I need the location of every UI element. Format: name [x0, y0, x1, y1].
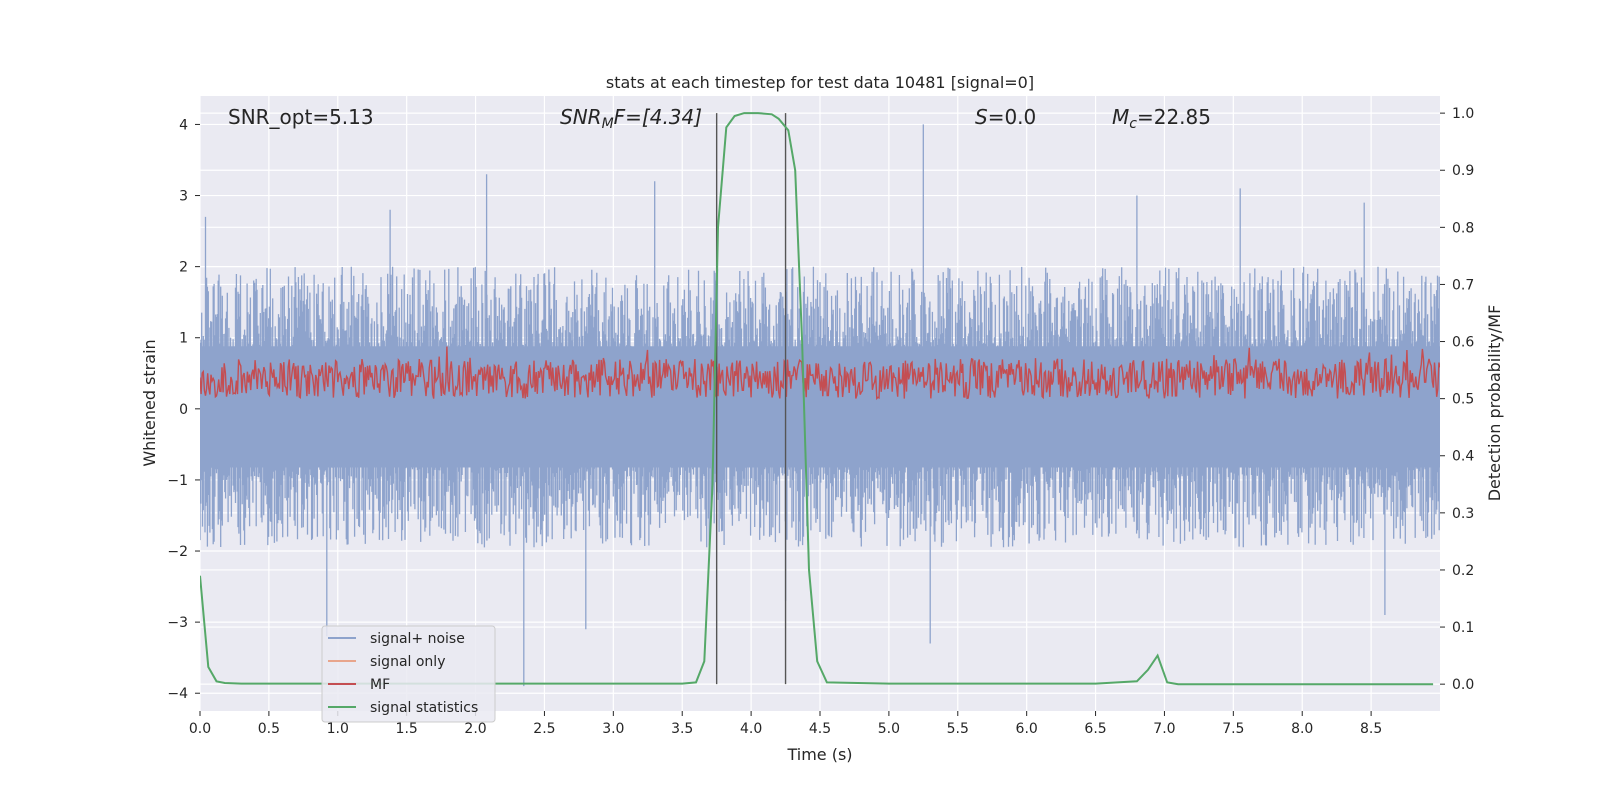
- legend-label-signal-only: signal only: [370, 654, 445, 670]
- x-tick-label: 4.5: [809, 721, 831, 737]
- annotation-mc: Mc=22.85: [1112, 105, 1211, 132]
- annotation-mc-subscript: c: [1129, 116, 1137, 132]
- x-tick-label: 7.5: [1222, 721, 1244, 737]
- x-tick-label: 3.0: [602, 721, 624, 737]
- y-axis-ticks: −4 −3 −2 −1 0 1 2 3 4: [167, 117, 200, 702]
- x-tick-label: 6.0: [1016, 721, 1038, 737]
- x-tick-label: 3.5: [671, 721, 693, 737]
- x-tick-label: 5.5: [947, 721, 969, 737]
- y2-tick-label: 0.5: [1452, 392, 1474, 408]
- x-axis-label: Time (s): [786, 745, 852, 764]
- annotation-snr-mf-symbol: SNR: [560, 105, 602, 129]
- x-tick-label: 8.0: [1291, 721, 1313, 737]
- legend-box: [321, 625, 496, 723]
- y2-tick-label: 0.2: [1452, 563, 1474, 579]
- legend: signal+ noise signal only MF signal stat…: [321, 625, 496, 723]
- y2-tick-label: 0.4: [1452, 449, 1474, 465]
- y2-tick-label: 0.0: [1452, 677, 1474, 693]
- y-tick-label: 2: [179, 260, 188, 276]
- marker-lines: [715, 113, 787, 685]
- annotation-s-value: =0.0: [988, 105, 1037, 129]
- legend-label-signal-statistics: signal statistics: [370, 700, 478, 716]
- y2-tick-label: 0.7: [1452, 277, 1474, 293]
- y-tick-label: 0: [179, 402, 188, 418]
- annotation-mc-value: =22.85: [1137, 105, 1211, 129]
- y-tick-label: 1: [179, 331, 188, 347]
- legend-label-signal-noise: signal+ noise: [370, 631, 465, 647]
- x-tick-label: 6.5: [1084, 721, 1106, 737]
- x-tick-label: 1.0: [327, 721, 349, 737]
- y-axis-label: Whitened strain: [140, 339, 159, 466]
- annotation-snr-mf: SNRMF=[4.34]: [560, 105, 702, 132]
- annotation-mc-symbol: M: [1112, 105, 1129, 129]
- y2-tick-label: 0.9: [1452, 163, 1474, 179]
- x-tick-label: 1.5: [396, 721, 418, 737]
- y-tick-label: −4: [167, 686, 188, 702]
- x-tick-label: 0.0: [189, 721, 211, 737]
- chart-title: stats at each timestep for test data 104…: [606, 73, 1034, 92]
- y2-tick-label: 0.8: [1452, 220, 1474, 236]
- y-tick-label: 3: [179, 189, 188, 205]
- y-tick-label: −3: [167, 615, 188, 631]
- mf-trace: [200, 346, 1440, 401]
- y-tick-label: −2: [167, 544, 188, 560]
- x-tick-label: 4.0: [740, 721, 762, 737]
- x-tick-label: 2.5: [533, 721, 555, 737]
- annotation-s: S=0.0: [975, 105, 1036, 129]
- series-mf: [200, 346, 1440, 401]
- legend-label-mf: MF: [370, 677, 390, 693]
- annotation-snr-opt: SNR_opt=5.13: [228, 105, 374, 129]
- x-tick-label: 2.0: [464, 721, 486, 737]
- y-tick-label: 4: [179, 117, 188, 133]
- y2-tick-label: 1.0: [1452, 106, 1474, 122]
- x-tick-label: 7.0: [1153, 721, 1175, 737]
- annotation-snr-mf-value: F=[4.34]: [614, 105, 702, 129]
- x-tick-label: 5.0: [878, 721, 900, 737]
- annotation-s-symbol: S: [975, 105, 988, 129]
- y2-tick-label: 0.6: [1452, 335, 1474, 351]
- y2-axis-label: Detection probability/MF: [1485, 305, 1504, 502]
- y2-tick-label: 0.1: [1452, 620, 1474, 636]
- y2-tick-label: 0.3: [1452, 506, 1474, 522]
- x-axis-ticks: 0.0 0.5 1.0 1.5 2.0 2.5 3.0 3.5 4.0 4.5 5.0 5.5 6.0 6…: [189, 711, 1382, 737]
- x-tick-label: 8.5: [1360, 721, 1382, 737]
- annotation-snr-mf-subscript: M: [602, 116, 614, 132]
- y2-axis-ticks: 0.0 0.1 0.2 0.3 0.4 0.5 0.6 0.7 0.8 0.9 1.0: [1440, 106, 1474, 693]
- y-tick-label: −1: [167, 473, 188, 489]
- x-tick-label: 0.5: [258, 721, 280, 737]
